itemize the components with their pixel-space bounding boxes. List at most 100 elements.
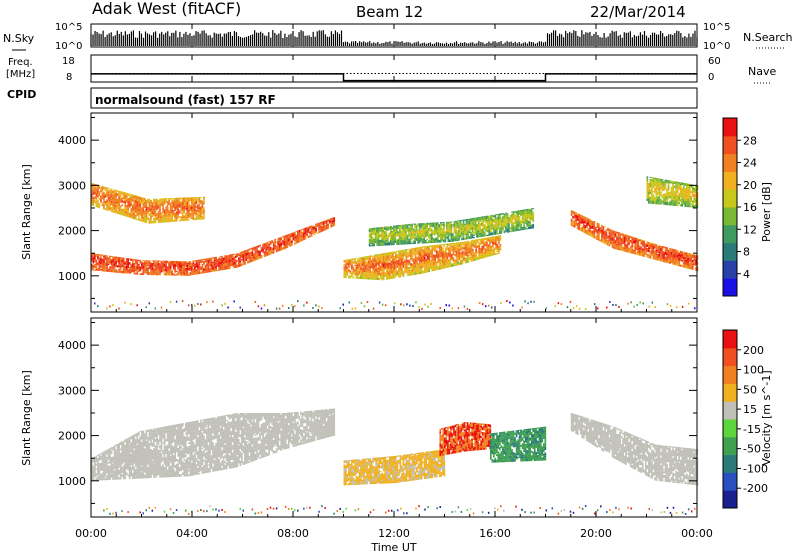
data-cell [676,187,679,192]
data-cell [679,195,682,198]
data-cell [649,182,652,185]
data-cell [462,223,465,225]
data-cell [438,230,441,233]
data-cell [374,235,377,237]
data-cell [641,241,644,245]
data-cell [385,256,388,258]
data-cell [198,204,201,208]
data-cell [118,208,120,212]
data-cell [388,262,391,266]
data-cell [675,186,677,190]
data-cell [655,199,658,202]
data-cell [431,268,434,272]
data-cell [437,259,440,263]
data-cell [168,203,170,205]
data-cell [116,201,119,203]
data-cell [325,219,328,221]
data-cell [415,224,418,229]
data-cell [396,260,399,263]
data-cell [505,213,507,216]
data-cell [321,221,323,225]
data-cell [667,182,670,186]
data-cell [112,207,114,211]
data-cell [584,216,587,219]
data-cell [532,211,535,215]
data-cell [172,273,175,275]
data-cell [480,228,483,232]
data-cell [465,219,468,221]
data-cell [101,264,104,269]
data-cell [500,225,503,228]
data-cell [213,257,216,259]
data-cell [92,191,95,195]
data-cell [660,191,662,195]
data-cell [262,247,264,249]
data-cell [420,268,423,271]
data-cell [192,261,195,263]
data-cell [422,264,424,268]
data-cell [657,179,659,181]
data-cell [269,246,272,249]
data-cell [520,210,522,213]
data-cell [688,198,691,201]
data-cell [119,264,122,268]
data-cell [661,181,664,186]
data-cell [178,201,181,205]
data-cell [121,264,123,268]
data-cell [209,261,211,264]
data-cell [476,229,479,231]
data-cell [526,228,529,230]
data-cell [321,226,323,229]
data-cell [506,212,509,217]
data-cell [613,243,615,247]
data-cell [617,243,620,245]
data-cell [106,193,108,197]
data-cell [366,273,368,277]
data-cell [455,254,458,257]
data-cell [278,242,281,245]
data-cell [97,205,99,208]
data-cell [447,235,450,239]
data-cell [257,245,260,247]
data-cell [651,180,653,182]
data-cell [110,263,113,266]
data-cell [441,249,444,252]
data-cell [524,213,527,218]
data-cell [383,227,386,230]
data-cell [194,263,196,265]
data-cell [131,209,134,211]
data-cell [469,244,471,248]
data-cell [649,184,652,187]
data-cell [358,259,361,264]
data-cell [386,234,389,236]
data-cell [343,272,346,275]
data-cell [644,243,647,248]
data-cell [222,260,225,265]
data-cell [360,270,362,273]
data-cell [107,190,110,192]
data-cell [231,260,234,263]
data-cell [490,246,493,250]
data-cell [411,271,414,274]
data-cell [483,216,486,220]
data-cell [391,270,394,274]
data-cell [420,259,423,263]
data-cell [104,203,107,206]
data-cell [254,246,257,250]
data-cell [370,265,373,269]
data-cell [367,271,370,275]
data-cell [685,258,688,260]
data-cell [163,215,166,218]
data-cell [134,261,137,264]
data-cell [134,198,137,200]
data-cell [201,216,204,220]
data-cell [475,257,478,259]
data-cell [284,235,287,238]
data-cell [224,302,226,305]
data-cell [648,255,650,259]
data-cell [97,201,99,204]
data-cell [584,224,587,227]
data-cell [351,263,353,265]
data-cell [499,219,501,223]
data-cell [189,197,192,199]
